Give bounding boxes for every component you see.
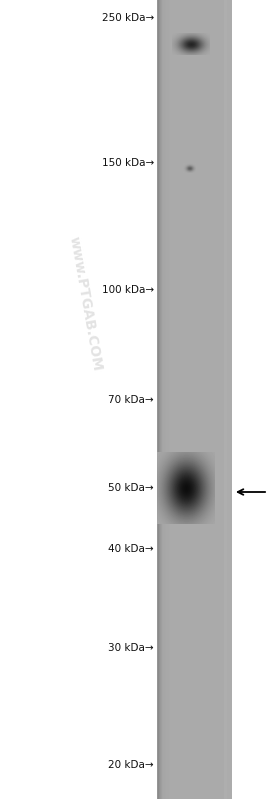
Bar [167, 0, 169, 799]
Text: 30 kDa→: 30 kDa→ [108, 643, 154, 653]
Text: www.PTGAB.COM: www.PTGAB.COM [66, 235, 104, 372]
Text: 250 kDa→: 250 kDa→ [102, 13, 154, 23]
Bar [157, 0, 232, 799]
Bar [160, 0, 162, 799]
Bar [164, 0, 166, 799]
Text: 20 kDa→: 20 kDa→ [108, 760, 154, 770]
Bar [224, 0, 232, 799]
Bar [162, 0, 227, 799]
Bar [162, 0, 164, 799]
Bar [157, 0, 159, 799]
Text: 70 kDa→: 70 kDa→ [108, 395, 154, 405]
Text: 100 kDa→: 100 kDa→ [102, 285, 154, 295]
Bar [163, 0, 165, 799]
Text: 50 kDa→: 50 kDa→ [108, 483, 154, 493]
Bar [159, 0, 161, 799]
Bar [168, 0, 170, 799]
Text: 40 kDa→: 40 kDa→ [108, 544, 154, 554]
Text: 150 kDa→: 150 kDa→ [102, 158, 154, 168]
Bar [166, 0, 168, 799]
Bar [165, 0, 167, 799]
Bar [158, 0, 160, 799]
Bar [161, 0, 163, 799]
